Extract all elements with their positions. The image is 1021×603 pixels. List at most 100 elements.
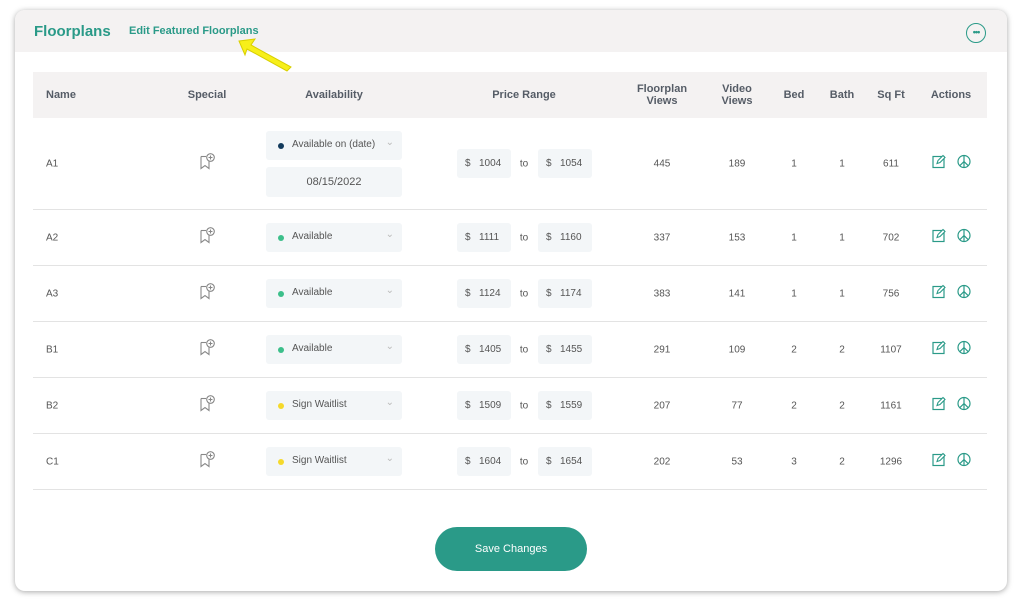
edit-icon[interactable] — [932, 452, 946, 471]
peace-sign-icon[interactable] — [957, 452, 971, 471]
price-max-value: 1160 — [560, 232, 582, 243]
price-max-input[interactable]: $1455 — [538, 335, 592, 364]
currency-symbol: $ — [546, 288, 552, 299]
status-dot-icon — [278, 347, 284, 353]
save-changes-button[interactable]: Save Changes — [435, 527, 587, 571]
peace-sign-icon[interactable] — [957, 228, 971, 247]
price-max-input[interactable]: $1160 — [538, 223, 592, 252]
currency-symbol: $ — [465, 344, 471, 355]
price-max-input[interactable]: $1559 — [538, 391, 592, 420]
available-date-input[interactable]: 08/15/2022 — [266, 167, 402, 197]
availability-select[interactable]: Sign Waitlist ⌄ — [266, 391, 402, 420]
add-special-bookmark-icon[interactable] — [198, 226, 216, 249]
currency-symbol: $ — [465, 400, 471, 411]
floorplan-name: B1 — [46, 344, 59, 355]
status-dot-icon — [278, 143, 284, 149]
column-header-bath: Bath — [829, 89, 855, 101]
price-min-input[interactable]: $1509 — [457, 391, 511, 420]
page-title: Floorplans — [34, 23, 111, 40]
peace-sign-icon[interactable] — [957, 284, 971, 303]
bed-count: 3 — [791, 456, 797, 467]
column-header-special: Special — [187, 89, 227, 101]
price-separator: to — [519, 232, 529, 243]
status-dot-icon — [278, 459, 284, 465]
column-header-availability: Availability — [305, 89, 363, 101]
table-row: A3 Available ⌄ $1124 to $1174 383 141 1 … — [33, 266, 987, 322]
edit-icon[interactable] — [932, 340, 946, 359]
currency-symbol: $ — [465, 456, 471, 467]
column-header-name: Name — [46, 89, 76, 101]
availability-value: Available — [292, 287, 333, 298]
availability-select[interactable]: Available on (date) ⌄ — [266, 131, 402, 160]
column-header-bed: Bed — [783, 89, 805, 101]
edit-icon[interactable] — [932, 284, 946, 303]
table-row: B2 Sign Waitlist ⌄ $1509 to $1559 207 77… — [33, 378, 987, 434]
add-special-bookmark-icon[interactable] — [198, 394, 216, 417]
currency-symbol: $ — [465, 288, 471, 299]
yellow-arrow-annotation-icon — [238, 38, 292, 72]
more-options-icon[interactable]: ••• — [966, 23, 986, 43]
column-header-price-range: Price Range — [492, 89, 556, 101]
price-min-input[interactable]: $1604 — [457, 447, 511, 476]
price-min-input[interactable]: $1111 — [457, 223, 511, 252]
table-row: C1 Sign Waitlist ⌄ $1604 to $1654 202 53… — [33, 434, 987, 490]
price-max-value: 1054 — [560, 158, 583, 169]
price-max-value: 1654 — [560, 456, 583, 467]
bath-count: 1 — [839, 288, 845, 299]
availability-select[interactable]: Sign Waitlist ⌄ — [266, 447, 402, 476]
video-views: 141 — [728, 288, 746, 299]
bath-count: 2 — [839, 456, 845, 467]
chevron-down-icon: ⌄ — [385, 397, 394, 408]
price-max-value: 1559 — [560, 400, 583, 411]
floorplan-name: C1 — [46, 456, 59, 467]
price-min-value: 1004 — [479, 158, 502, 169]
table-row: A1 Available on (date) ⌄ 08/15/2022 $1004… — [33, 118, 987, 210]
card-header: Floorplans Edit Featured Floorplans ••• — [15, 10, 1007, 52]
peace-sign-icon[interactable] — [957, 340, 971, 359]
price-max-input[interactable]: $1174 — [538, 279, 592, 308]
column-header-video-views: Video Views — [721, 83, 753, 107]
availability-select[interactable]: Available ⌄ — [266, 335, 402, 364]
availability-value: Sign Waitlist — [292, 455, 347, 466]
edit-icon[interactable] — [932, 154, 946, 173]
add-special-bookmark-icon[interactable] — [198, 338, 216, 361]
price-max-input[interactable]: $1654 — [538, 447, 592, 476]
floorplan-views: 337 — [653, 232, 671, 243]
bed-count: 1 — [791, 232, 797, 243]
price-separator: to — [519, 456, 529, 467]
currency-symbol: $ — [546, 400, 552, 411]
video-views: 109 — [728, 344, 746, 355]
peace-sign-icon[interactable] — [957, 154, 971, 173]
bath-count: 2 — [839, 400, 845, 411]
currency-symbol: $ — [546, 456, 552, 467]
availability-value: Available — [292, 343, 333, 354]
price-min-input[interactable]: $1124 — [457, 279, 511, 308]
price-max-input[interactable]: $1054 — [538, 149, 592, 178]
add-special-bookmark-icon[interactable] — [198, 152, 216, 175]
sq-ft: 1161 — [880, 400, 902, 411]
availability-select[interactable]: Available ⌄ — [266, 223, 402, 252]
sq-ft: 1107 — [880, 344, 902, 355]
peace-sign-icon[interactable] — [957, 396, 971, 415]
edit-icon[interactable] — [932, 396, 946, 415]
edit-icon[interactable] — [932, 228, 946, 247]
add-special-bookmark-icon[interactable] — [198, 450, 216, 473]
status-dot-icon — [278, 403, 284, 409]
price-min-input[interactable]: $1405 — [457, 335, 511, 364]
floorplan-views: 445 — [653, 158, 671, 169]
price-min-input[interactable]: $1004 — [457, 149, 511, 178]
edit-featured-floorplans-link[interactable]: Edit Featured Floorplans — [129, 25, 259, 37]
add-special-bookmark-icon[interactable] — [198, 282, 216, 305]
price-max-value: 1174 — [560, 288, 582, 299]
price-max-value: 1455 — [560, 344, 583, 355]
column-header-sq-ft: Sq Ft — [877, 89, 905, 101]
bed-count: 1 — [791, 158, 797, 169]
floorplan-name: A2 — [46, 232, 59, 243]
bath-count: 1 — [839, 232, 845, 243]
currency-symbol: $ — [546, 232, 552, 243]
floorplan-views: 207 — [653, 400, 671, 411]
bath-count: 1 — [839, 158, 845, 169]
table-row: A2 Available ⌄ $1111 to $1160 337 153 1 … — [33, 210, 987, 266]
availability-select[interactable]: Available ⌄ — [266, 279, 402, 308]
chevron-down-icon: ⌄ — [385, 285, 394, 296]
